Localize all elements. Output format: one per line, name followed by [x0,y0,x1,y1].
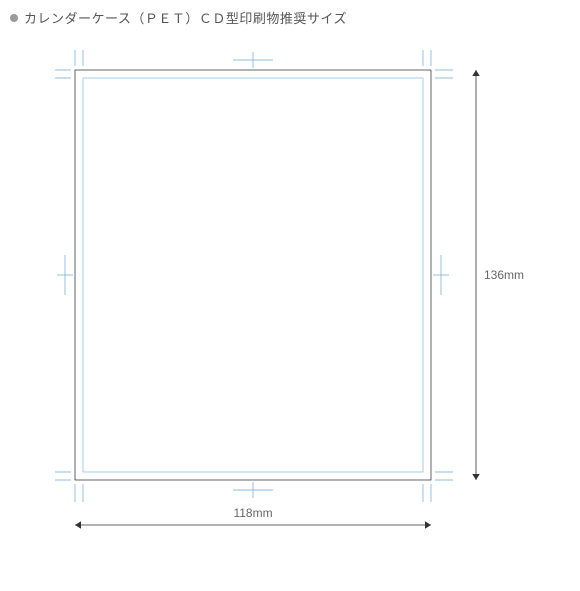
width-label: 118mm [233,506,272,520]
diagram-svg: 118mm 136mm [55,50,525,580]
height-label: 136mm [484,268,524,282]
bullet-icon [10,14,18,22]
page-title: カレンダーケース（ＰＥＴ）ＣＤ型印刷物推奨サイズ [24,8,347,27]
dimension-diagram: 118mm 136mm [55,50,525,580]
title-row: カレンダーケース（ＰＥＴ）ＣＤ型印刷物推奨サイズ [0,0,580,27]
